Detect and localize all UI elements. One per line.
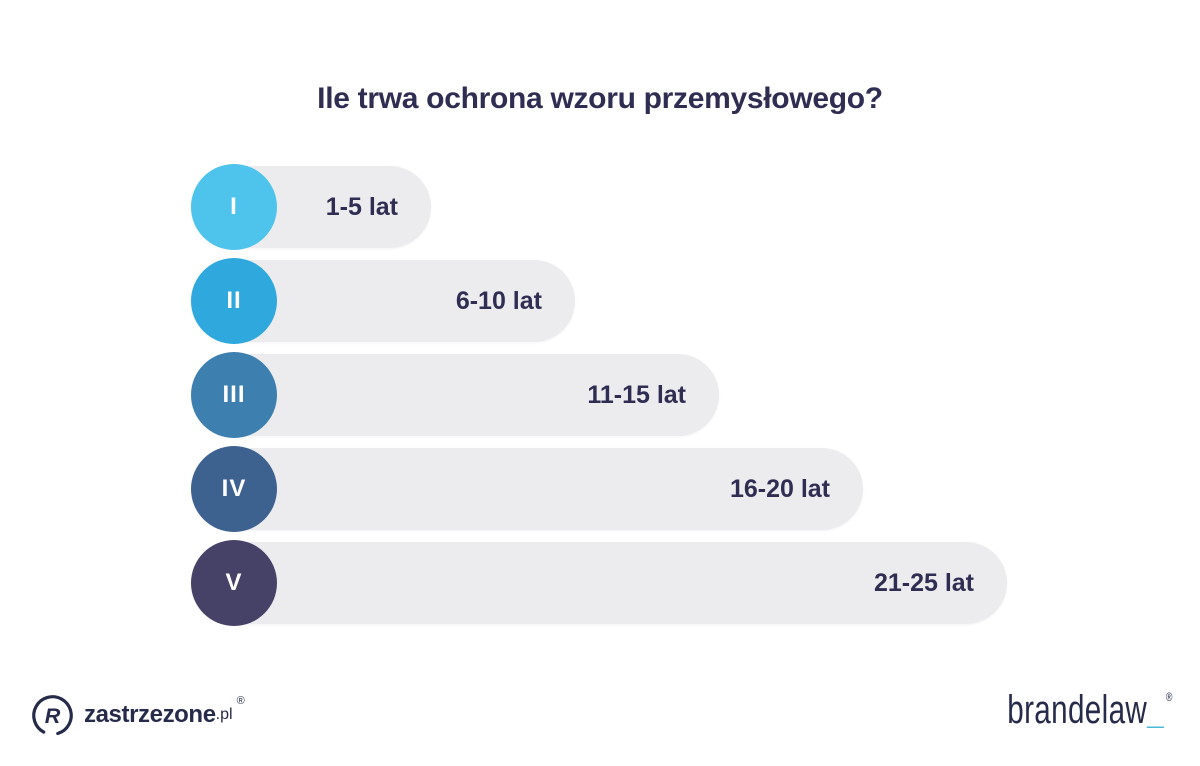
- brandelaw-logo: brandelaw_ ®: [950, 688, 1173, 733]
- bar-value-label: 21-25 lat: [873, 568, 974, 597]
- bar-value-label: 16-20 lat: [729, 474, 830, 503]
- category-numeral: I: [230, 193, 238, 220]
- zastrzezone-tld: .pl: [215, 706, 233, 723]
- r-circle-mark-icon: R: [32, 694, 73, 736]
- category-numeral: V: [225, 569, 243, 596]
- registered-trademark-icon: ®: [236, 695, 245, 707]
- svg-text:R: R: [45, 703, 61, 728]
- zastrzezone-wordmark: zastrzezone: [84, 701, 216, 728]
- category-bubble: I: [191, 164, 277, 250]
- category-bubble: II: [191, 258, 277, 344]
- category-numeral: IV: [221, 475, 247, 502]
- category-numeral: III: [222, 381, 246, 408]
- category-bubble: IV: [191, 446, 277, 532]
- category-bubble: V: [191, 540, 277, 626]
- bar-track: 11-15 lat: [191, 354, 719, 436]
- category-numeral: II: [226, 287, 242, 314]
- bar-track: 21-25 lat: [191, 542, 1007, 624]
- brandelaw-wordmark: brandelaw: [1007, 688, 1147, 732]
- cursor-underscore-icon: _: [1146, 688, 1164, 732]
- registered-trademark-icon: ®: [1165, 690, 1173, 704]
- bar-value-label: 6-10 lat: [455, 286, 542, 315]
- bar-track: 16-20 lat: [191, 448, 863, 530]
- category-bubble: III: [191, 352, 277, 438]
- page-title: Ile trwa ochrona wzoru przemysłowego?: [317, 82, 883, 115]
- bar-value-label: 11-15 lat: [587, 380, 686, 409]
- bar-value-label: 1-5 lat: [325, 192, 398, 221]
- zastrzezone-logo: R zastrzezone .pl ®: [30, 692, 245, 738]
